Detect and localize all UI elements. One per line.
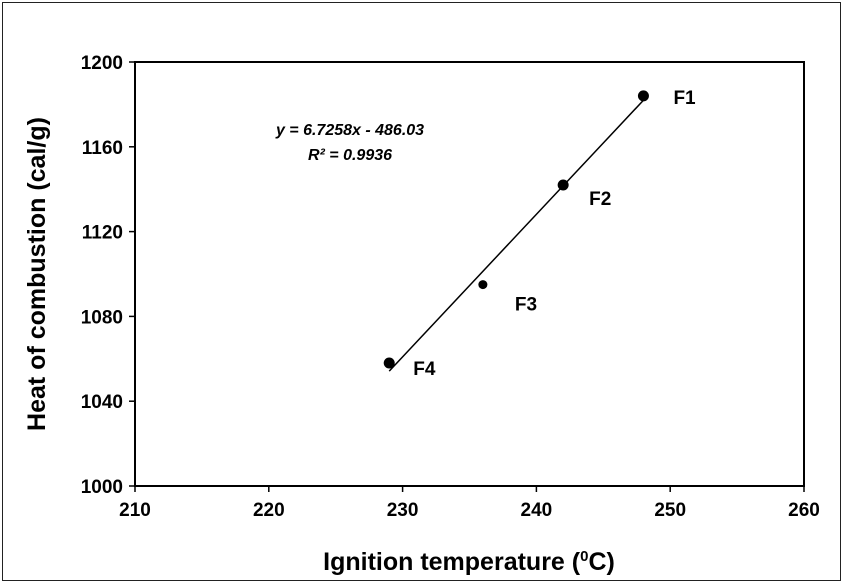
data-point bbox=[478, 280, 488, 290]
x-tick-label: 210 bbox=[119, 500, 151, 521]
x-tick-label: 230 bbox=[387, 500, 419, 521]
y-tick-label: 1160 bbox=[82, 138, 123, 159]
trendline-equation: y = 6.7258x - 486.03 bbox=[275, 122, 424, 139]
x-tick-label: 240 bbox=[521, 500, 553, 521]
y-tick-label: 1200 bbox=[81, 53, 123, 74]
y-tick-label: 1120 bbox=[82, 223, 123, 244]
data-point bbox=[637, 90, 649, 102]
point-labels: F1 F2 F3 F4 bbox=[413, 88, 696, 380]
x-tick-label: 250 bbox=[654, 500, 686, 521]
x-tick-label: 260 bbox=[788, 500, 820, 521]
point-label: F4 bbox=[413, 359, 436, 380]
x-axis: 210 220 230 240 250 260 bbox=[119, 486, 820, 521]
y-tick-label: 1040 bbox=[81, 392, 123, 413]
x-axis-title-sup: 0 bbox=[580, 548, 588, 565]
data-points bbox=[383, 90, 649, 369]
point-label: F2 bbox=[589, 189, 611, 210]
x-axis-title-main: Ignition temperature ( bbox=[323, 548, 581, 576]
trendline bbox=[388, 99, 644, 372]
point-label: F3 bbox=[515, 295, 537, 316]
data-point bbox=[557, 179, 569, 191]
x-axis-title-tail: C) bbox=[588, 548, 614, 576]
plot-area bbox=[134, 61, 805, 487]
y-tick-label: 1000 bbox=[81, 477, 123, 498]
r-squared-value: R² = 0.9936 bbox=[308, 147, 392, 164]
data-point bbox=[383, 357, 395, 369]
x-axis-title: Ignition temperature (0C) bbox=[323, 548, 615, 576]
x-tick-label: 220 bbox=[253, 500, 285, 521]
y-tick-label: 1080 bbox=[81, 307, 123, 328]
y-axis-title: Heat of combustion (cal/g) bbox=[23, 117, 51, 431]
point-label: F1 bbox=[673, 88, 696, 109]
y-axis: 1000 1040 1080 1120 1160 1200 bbox=[81, 53, 135, 498]
